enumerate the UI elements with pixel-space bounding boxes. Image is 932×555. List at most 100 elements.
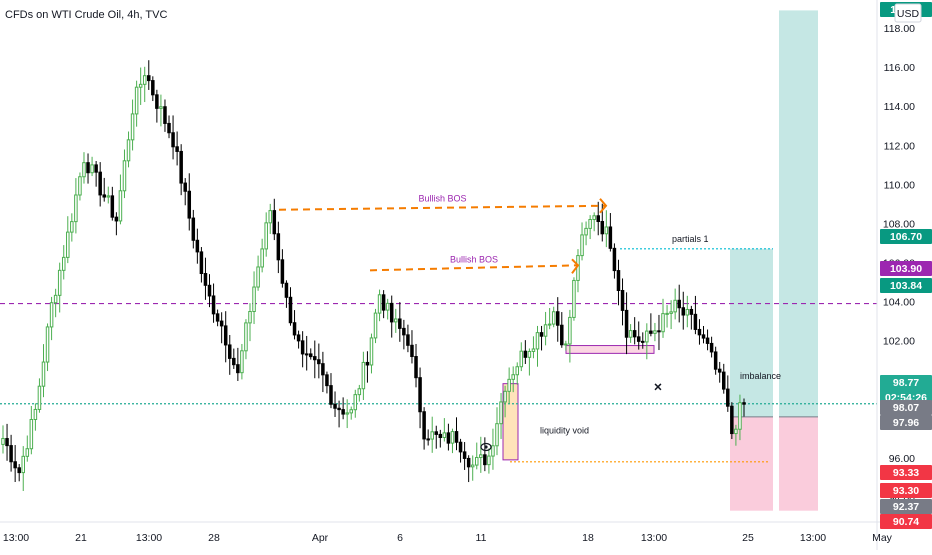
candle[interactable] — [106, 186, 111, 204]
candle[interactable] — [94, 161, 98, 187]
candle[interactable] — [641, 332, 645, 349]
candle[interactable] — [487, 448, 491, 474]
candle[interactable] — [66, 216, 70, 264]
candle[interactable] — [90, 156, 94, 177]
candle[interactable] — [138, 67, 143, 105]
candle[interactable] — [114, 212, 119, 236]
candle[interactable] — [474, 442, 479, 470]
candle[interactable] — [236, 347, 240, 381]
candle[interactable] — [17, 464, 21, 482]
candle[interactable] — [636, 321, 641, 350]
candle[interactable] — [527, 348, 532, 376]
candle[interactable] — [9, 434, 13, 472]
candle[interactable] — [86, 153, 90, 184]
candle[interactable] — [227, 334, 232, 375]
candle[interactable] — [507, 367, 511, 404]
candle[interactable] — [49, 296, 54, 341]
candle[interactable] — [495, 407, 499, 456]
price-tag[interactable]: 90.74 — [880, 514, 932, 529]
candle[interactable] — [244, 319, 248, 360]
candle[interactable] — [446, 423, 451, 451]
cross-marker-icon[interactable]: × — [654, 379, 662, 395]
candle[interactable] — [296, 330, 301, 349]
candle[interactable] — [503, 385, 507, 418]
candle[interactable] — [584, 221, 588, 246]
candle[interactable] — [422, 407, 426, 450]
candle[interactable] — [402, 319, 406, 350]
candle[interactable] — [341, 397, 345, 420]
candle[interactable] — [147, 60, 151, 90]
candle[interactable] — [288, 287, 293, 326]
candle[interactable] — [25, 435, 30, 462]
candle[interactable] — [580, 222, 584, 261]
candle[interactable] — [628, 324, 633, 343]
candle[interactable] — [240, 343, 244, 380]
candle[interactable] — [122, 149, 127, 199]
candle[interactable] — [592, 212, 596, 232]
candle[interactable] — [353, 389, 358, 418]
candle[interactable] — [264, 212, 268, 257]
candle[interactable] — [681, 291, 686, 330]
candle[interactable] — [365, 351, 370, 383]
candle[interactable] — [511, 366, 515, 393]
candle[interactable] — [705, 329, 710, 351]
bos-arrow-line[interactable] — [278, 204, 607, 211]
candle[interactable] — [381, 290, 386, 319]
currency-badge[interactable] — [894, 3, 922, 23]
candle[interactable] — [171, 115, 175, 160]
candle[interactable] — [219, 312, 224, 344]
candle[interactable] — [572, 277, 576, 321]
candle[interactable] — [389, 295, 394, 338]
candle[interactable] — [130, 99, 135, 151]
candle[interactable] — [155, 89, 159, 123]
candle[interactable] — [41, 344, 46, 398]
candle[interactable] — [175, 131, 179, 166]
candle[interactable] — [560, 312, 564, 348]
candle[interactable] — [373, 308, 378, 344]
zone-order-block[interactable] — [565, 345, 655, 354]
candle[interactable] — [29, 405, 34, 455]
candle[interactable] — [426, 429, 430, 446]
candle[interactable] — [555, 297, 560, 342]
candle[interactable] — [385, 298, 390, 320]
candle[interactable] — [434, 425, 439, 449]
candle[interactable] — [442, 418, 447, 442]
candle[interactable] — [612, 243, 617, 279]
candle[interactable] — [70, 213, 74, 242]
candle[interactable] — [531, 336, 536, 359]
candle[interactable] — [256, 255, 260, 291]
candle[interactable] — [280, 249, 285, 288]
candle[interactable] — [284, 280, 289, 308]
candle[interactable] — [713, 346, 718, 375]
candle[interactable] — [738, 394, 742, 441]
candle[interactable] — [5, 423, 9, 461]
candle[interactable] — [665, 305, 669, 328]
candle[interactable] — [325, 371, 329, 394]
candle[interactable] — [126, 131, 131, 168]
candle[interactable] — [33, 403, 38, 431]
candle[interactable] — [45, 323, 50, 372]
candle[interactable] — [709, 336, 714, 358]
price-tag[interactable]: 97.96 — [880, 415, 932, 430]
candle[interactable] — [491, 428, 495, 470]
candle[interactable] — [321, 351, 325, 393]
candle[interactable] — [369, 333, 374, 374]
candle[interactable] — [693, 295, 698, 335]
candle[interactable] — [539, 325, 544, 351]
candle[interactable] — [252, 271, 256, 325]
candle[interactable] — [673, 288, 677, 320]
candle[interactable] — [248, 303, 252, 342]
candle[interactable] — [300, 331, 305, 368]
price-tag[interactable]: 92.37 — [880, 499, 932, 514]
candle[interactable] — [418, 367, 422, 429]
candle[interactable] — [74, 178, 78, 234]
candle[interactable] — [620, 278, 625, 326]
candle[interactable] — [462, 442, 467, 470]
price-tag[interactable]: 93.33 — [880, 465, 932, 480]
candle[interactable] — [118, 174, 123, 225]
candle[interactable] — [151, 76, 155, 102]
candle[interactable] — [677, 284, 681, 323]
candle[interactable] — [410, 330, 414, 364]
